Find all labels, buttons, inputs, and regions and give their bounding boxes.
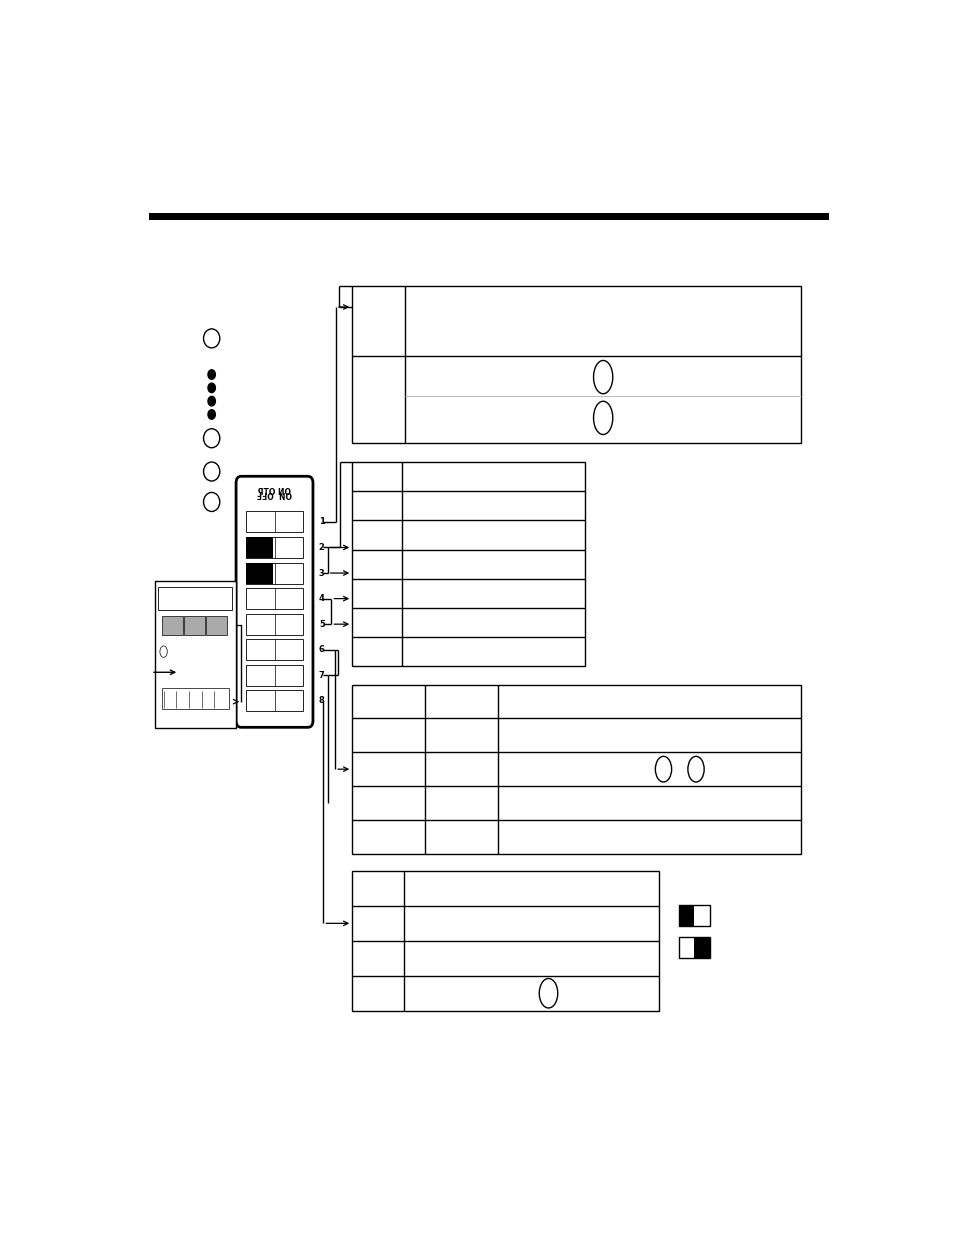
Bar bbox=[352, 871, 659, 1010]
Ellipse shape bbox=[538, 978, 558, 1008]
Bar bbox=[679, 937, 709, 958]
Bar bbox=[246, 640, 303, 661]
Bar bbox=[679, 937, 694, 958]
Text: 4: 4 bbox=[318, 594, 324, 603]
Bar bbox=[162, 688, 229, 709]
Bar bbox=[679, 905, 694, 926]
Bar bbox=[184, 616, 205, 636]
Text: 8: 8 bbox=[318, 697, 324, 705]
Ellipse shape bbox=[160, 646, 167, 657]
Bar bbox=[246, 563, 274, 583]
Circle shape bbox=[208, 383, 215, 393]
Text: 1: 1 bbox=[318, 517, 324, 526]
Bar bbox=[246, 588, 303, 609]
Text: 5: 5 bbox=[318, 620, 324, 629]
Text: 6: 6 bbox=[318, 645, 324, 655]
Ellipse shape bbox=[593, 401, 612, 435]
Text: ON  OFF: ON OFF bbox=[256, 489, 292, 498]
FancyBboxPatch shape bbox=[235, 477, 313, 727]
Ellipse shape bbox=[203, 329, 219, 348]
Bar bbox=[154, 580, 235, 729]
Bar bbox=[352, 462, 584, 667]
Text: 2: 2 bbox=[318, 543, 324, 552]
Text: 3: 3 bbox=[318, 568, 324, 578]
Bar bbox=[352, 684, 801, 853]
Bar bbox=[352, 287, 801, 443]
Bar bbox=[206, 616, 227, 636]
Bar bbox=[694, 937, 709, 958]
Circle shape bbox=[208, 410, 215, 419]
Bar bbox=[246, 563, 303, 583]
Bar bbox=[694, 905, 709, 926]
Ellipse shape bbox=[655, 756, 671, 782]
Bar bbox=[162, 616, 183, 636]
Bar bbox=[246, 537, 303, 558]
Ellipse shape bbox=[203, 462, 219, 482]
Bar bbox=[158, 587, 233, 610]
Bar bbox=[246, 690, 303, 711]
Ellipse shape bbox=[593, 361, 612, 394]
Text: 7: 7 bbox=[318, 671, 324, 679]
Ellipse shape bbox=[687, 756, 703, 782]
Bar bbox=[246, 614, 303, 635]
Ellipse shape bbox=[203, 493, 219, 511]
Ellipse shape bbox=[203, 429, 219, 448]
Bar bbox=[246, 664, 303, 685]
Bar bbox=[246, 537, 274, 558]
Circle shape bbox=[208, 396, 215, 406]
Circle shape bbox=[208, 369, 215, 379]
Text: ꟼTO ИO: ꟼTO ИO bbox=[257, 488, 291, 496]
Bar bbox=[679, 905, 709, 926]
Bar bbox=[246, 511, 303, 532]
Bar bbox=[149, 212, 828, 220]
